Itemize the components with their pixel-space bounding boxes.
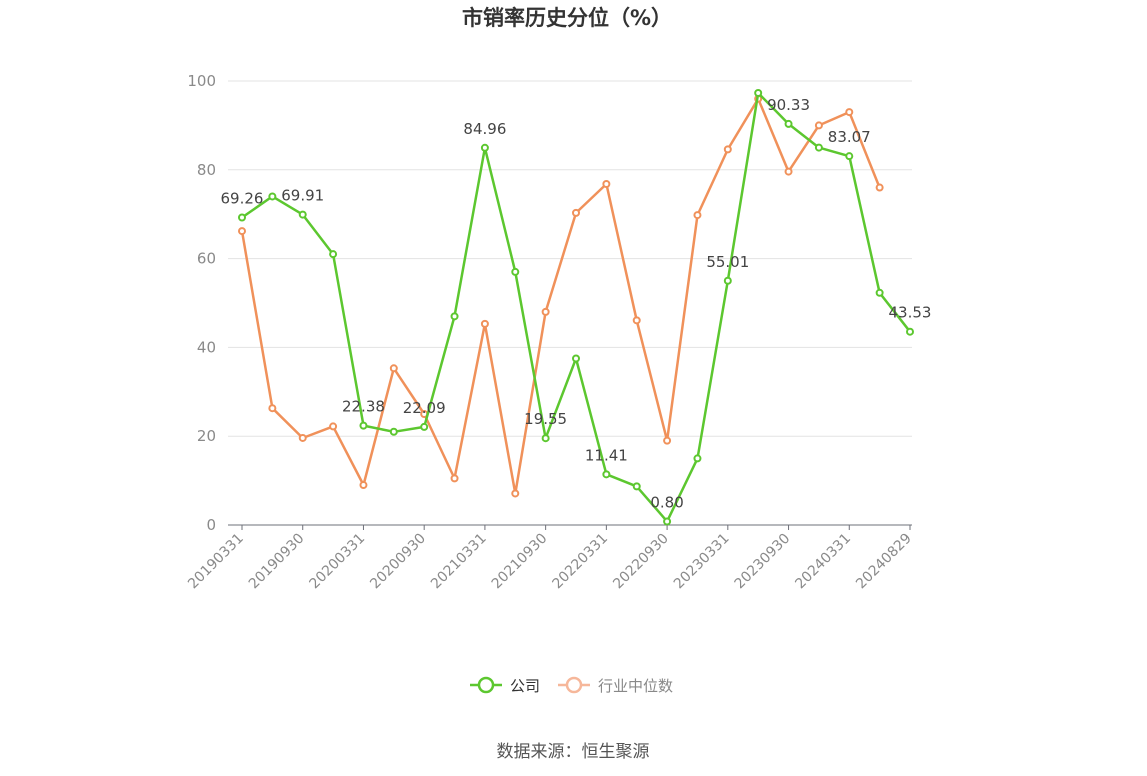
data-point-0[interactable] xyxy=(450,312,459,321)
data-label: 22.38 xyxy=(342,398,385,416)
data-point-0[interactable] xyxy=(663,517,672,526)
x-tick-label: 20240829 xyxy=(853,531,915,593)
data-point-0[interactable] xyxy=(723,276,732,285)
series-layer xyxy=(238,88,914,526)
legend-label-0[interactable]: 公司 xyxy=(510,677,540,695)
x-tick-label: 20230331 xyxy=(671,531,733,593)
grid-layer xyxy=(228,80,912,437)
data-point-0[interactable] xyxy=(511,267,520,276)
data-label: 84.96 xyxy=(463,120,506,138)
data-label-layer: 69.26 69.91 22.38 22.09 84.96 19.55 11.41 0.80 5… xyxy=(221,96,932,512)
x-tick-label: 20200331 xyxy=(307,531,369,593)
y-tick-label: 100 xyxy=(187,72,216,90)
x-tick-label: 20220331 xyxy=(549,531,611,593)
data-point-0[interactable] xyxy=(632,482,641,491)
data-point-1[interactable] xyxy=(541,307,550,316)
data-point-1[interactable] xyxy=(875,183,884,192)
data-label: 69.91 xyxy=(281,187,324,205)
data-point-1[interactable] xyxy=(480,319,489,328)
y-tick-label: 20 xyxy=(197,427,216,445)
data-label: 0.80 xyxy=(650,493,683,511)
x-tick-label: 20240331 xyxy=(792,531,854,593)
data-label: 19.55 xyxy=(524,410,567,428)
x-tick-label: 20230930 xyxy=(732,531,794,593)
data-point-1[interactable] xyxy=(663,436,672,445)
data-point-0[interactable] xyxy=(268,192,277,201)
data-point-1[interactable] xyxy=(389,364,398,373)
data-label: 55.01 xyxy=(706,253,749,271)
data-label: 69.26 xyxy=(221,189,264,207)
data-point-1[interactable] xyxy=(602,180,611,189)
data-label: 43.53 xyxy=(889,304,932,322)
data-point-1[interactable] xyxy=(632,316,641,325)
data-point-0[interactable] xyxy=(389,427,398,436)
data-point-0[interactable] xyxy=(754,88,763,97)
data-point-1[interactable] xyxy=(845,108,854,117)
series-line-1 xyxy=(240,97,881,495)
source-text: 数据来源：恒生聚源 xyxy=(497,742,650,762)
data-point-0[interactable] xyxy=(541,434,550,443)
data-point-0[interactable] xyxy=(602,470,611,479)
data-point-0[interactable] xyxy=(238,213,246,222)
data-point-1[interactable] xyxy=(572,208,580,217)
data-point-0[interactable] xyxy=(784,119,793,128)
data-point-1[interactable] xyxy=(693,211,702,220)
data-point-0[interactable] xyxy=(693,454,702,463)
data-point-0[interactable] xyxy=(359,421,368,430)
data-point-1[interactable] xyxy=(329,422,338,431)
data-point-1[interactable] xyxy=(359,481,368,490)
data-label: 83.07 xyxy=(828,128,871,146)
data-point-0[interactable] xyxy=(420,422,429,431)
y-tick-label: 0 xyxy=(206,516,216,534)
data-point-0[interactable] xyxy=(845,152,854,161)
data-point-0[interactable] xyxy=(875,288,884,297)
data-point-1[interactable] xyxy=(723,145,732,154)
x-tick-label: 20210331 xyxy=(428,531,490,593)
data-label: 11.41 xyxy=(585,446,628,464)
data-point-0[interactable] xyxy=(906,327,914,336)
data-point-0[interactable] xyxy=(298,210,307,219)
chart-title: 市销率历史分位（%） xyxy=(462,6,672,30)
y-tick-label: 60 xyxy=(197,250,216,268)
data-label: 22.09 xyxy=(403,399,446,417)
data-point-1[interactable] xyxy=(814,121,823,130)
y-tick-label: 40 xyxy=(197,338,216,356)
data-point-0[interactable] xyxy=(329,250,338,259)
data-point-1[interactable] xyxy=(784,167,793,176)
x-tick-label: 20200930 xyxy=(367,531,429,593)
x-tick-label: 20190331 xyxy=(185,531,247,593)
x-tick-label: 20190930 xyxy=(246,531,308,593)
legend[interactable]: 公司 行业中位数 xyxy=(470,676,673,695)
x-tick-label: 20210930 xyxy=(489,531,551,593)
series-line-0 xyxy=(241,91,911,523)
data-point-1[interactable] xyxy=(268,404,277,413)
legend-label-1[interactable]: 行业中位数 xyxy=(598,677,673,695)
data-point-1[interactable] xyxy=(511,489,520,498)
y-tick-label: 80 xyxy=(197,161,216,179)
legend-marker-1[interactable] xyxy=(565,676,583,694)
data-point-1[interactable] xyxy=(298,433,307,442)
legend-marker-0[interactable] xyxy=(477,676,495,694)
data-label: 90.33 xyxy=(767,96,810,114)
data-point-1[interactable] xyxy=(238,227,246,236)
x-tick-label: 20220930 xyxy=(610,531,672,593)
data-point-1[interactable] xyxy=(450,474,459,483)
data-point-0[interactable] xyxy=(480,143,489,152)
axis-layer: 0 20 40 60 80 100 20190331 20190930 20200331 2020… xyxy=(185,72,915,592)
data-point-0[interactable] xyxy=(572,354,580,363)
data-point-0[interactable] xyxy=(814,143,823,152)
